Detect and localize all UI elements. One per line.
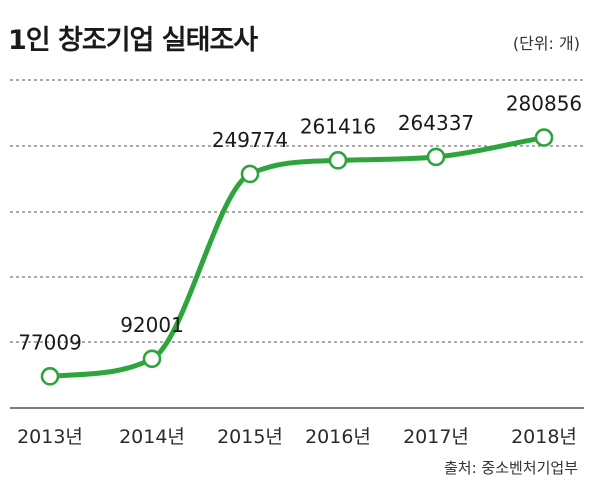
x-tick-labels: 2013년 2014년 2015년 2016년 2017년 2018년 bbox=[17, 426, 577, 448]
data-label-5: 280856 bbox=[506, 92, 582, 116]
data-label-1: 92001 bbox=[120, 313, 184, 337]
data-point-1 bbox=[142, 349, 162, 369]
data-labels: 77009 92001 249774 261416 264337 280856 bbox=[18, 92, 582, 355]
x-tick-label-3: 2016년 bbox=[305, 426, 371, 448]
data-label-3: 261416 bbox=[300, 114, 376, 138]
x-tick-label-2: 2015년 bbox=[217, 426, 283, 448]
grid-lines bbox=[10, 79, 584, 343]
data-point-2 bbox=[240, 164, 260, 184]
series-line bbox=[47, 135, 547, 379]
data-point-4 bbox=[426, 147, 446, 167]
data-label-4: 264337 bbox=[398, 111, 474, 135]
data-point-0 bbox=[40, 367, 60, 386]
chart-title: 1인 창조기업 실태조사 bbox=[8, 25, 258, 56]
x-tick-label-1: 2014년 bbox=[119, 426, 185, 448]
unit-label: (단위: 개) bbox=[512, 34, 580, 53]
source-note: 출처: 중소벤처기업부 bbox=[443, 459, 578, 477]
data-markers bbox=[40, 128, 554, 386]
data-point-5 bbox=[534, 128, 554, 147]
x-tick-label-5: 2018년 bbox=[511, 426, 577, 448]
data-point-3 bbox=[328, 151, 348, 170]
data-label-0: 77009 bbox=[18, 330, 82, 354]
data-label-2: 249774 bbox=[212, 128, 288, 152]
x-tick-label-0: 2013년 bbox=[17, 426, 83, 448]
x-tick-label-4: 2017년 bbox=[403, 426, 469, 448]
